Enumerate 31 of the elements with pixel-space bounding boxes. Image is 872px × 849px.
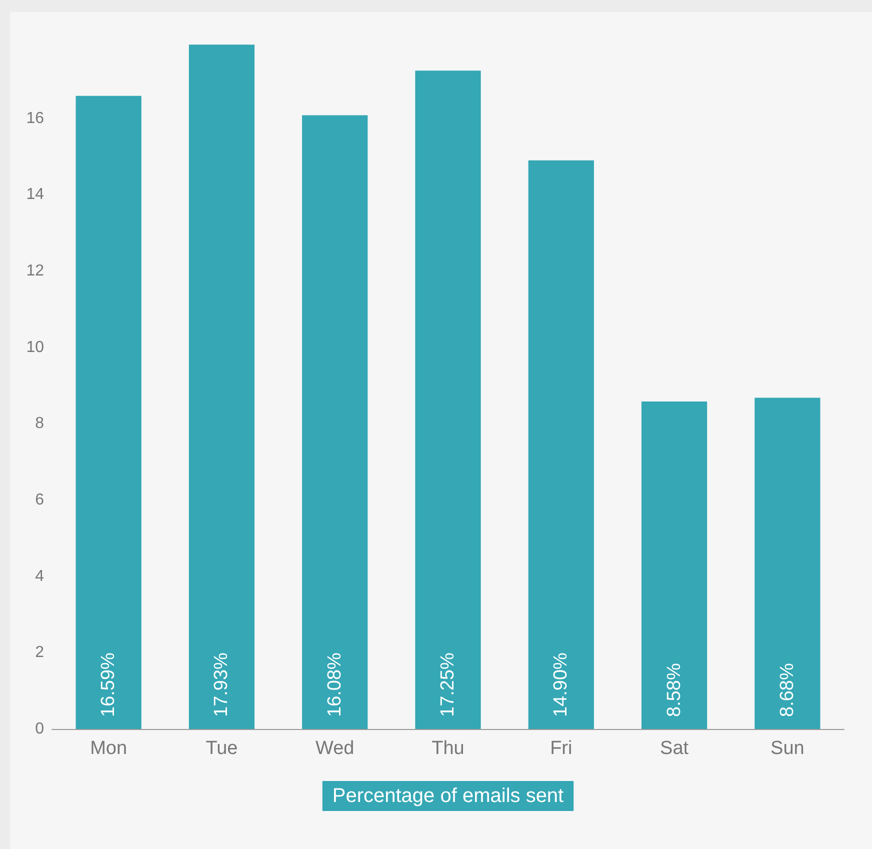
data-label: 8.68%: [776, 663, 798, 717]
x-tick-label: Wed: [315, 738, 354, 759]
x-tick-label: Tue: [206, 738, 238, 759]
y-tick-label: 14: [26, 186, 44, 204]
y-tick-label: 10: [26, 338, 44, 356]
bar: [188, 44, 255, 729]
y-tick-label: 2: [35, 644, 44, 662]
y-tick-label: 6: [35, 492, 44, 508]
y-tick-label: 0: [35, 720, 44, 738]
x-axis-title: Percentage of emails sent: [332, 785, 564, 807]
bar: [302, 115, 368, 729]
bar: [415, 70, 481, 729]
x-tick-label: Thu: [432, 738, 464, 759]
x-tick-label: Sun: [770, 738, 804, 759]
y-tick-label: 8: [35, 415, 44, 432]
data-label: 14.90%: [550, 652, 572, 717]
x-tick-label: Fri: [550, 738, 572, 759]
y-tick-label: 4: [35, 568, 44, 585]
bar: [641, 402, 708, 729]
data-label: 16.59%: [98, 652, 120, 717]
bar: [528, 160, 594, 729]
bar: [76, 96, 142, 729]
bar: [754, 398, 820, 729]
data-label: 17.25%: [438, 652, 458, 717]
data-label: 16.08%: [324, 652, 346, 717]
x-tick-label: Sat: [660, 738, 690, 759]
y-tick-label: 16: [26, 110, 44, 127]
data-label: 8.58%: [664, 663, 685, 717]
data-label: 17.93%: [211, 652, 232, 717]
y-tick-label: 12: [26, 262, 44, 280]
x-tick-label: Mon: [90, 738, 128, 759]
